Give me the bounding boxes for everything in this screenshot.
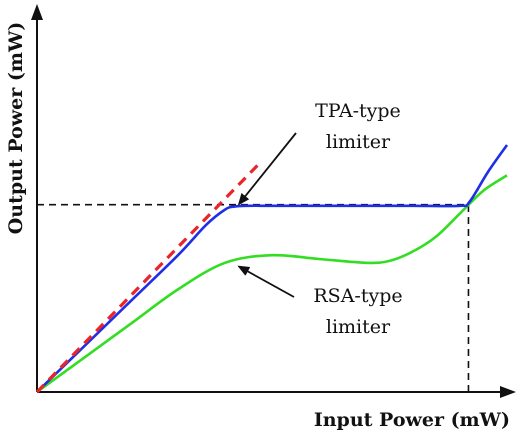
y-axis-title: Output Power (mW) bbox=[5, 22, 27, 235]
rsa-annotation-label-line-2: limiter bbox=[326, 316, 391, 338]
rsa-annotation-label-line-1: RSA-type bbox=[313, 285, 402, 307]
series-layer bbox=[35, 144, 509, 394]
tpa-annotation-arrow bbox=[237, 132, 297, 206]
x-axis-arrowhead bbox=[500, 386, 516, 398]
tpa-annotation-label-line-2: limiter bbox=[326, 131, 391, 153]
y-axis-arrowhead bbox=[31, 4, 43, 20]
tpa-annotation-label-line-1: TPA-type bbox=[315, 100, 401, 122]
rsa-annotation-arrow bbox=[237, 265, 295, 298]
linear-reference-series-line bbox=[35, 162, 260, 394]
annotations-layer: TPA-type limiter RSA-type limiter bbox=[237, 100, 403, 338]
x-axis-title: Input Power (mW) bbox=[314, 409, 510, 431]
tpa-limiter-series-line bbox=[36, 144, 509, 393]
reference-lines bbox=[37, 203, 470, 392]
rsa-limiter-series-line bbox=[36, 174, 508, 394]
